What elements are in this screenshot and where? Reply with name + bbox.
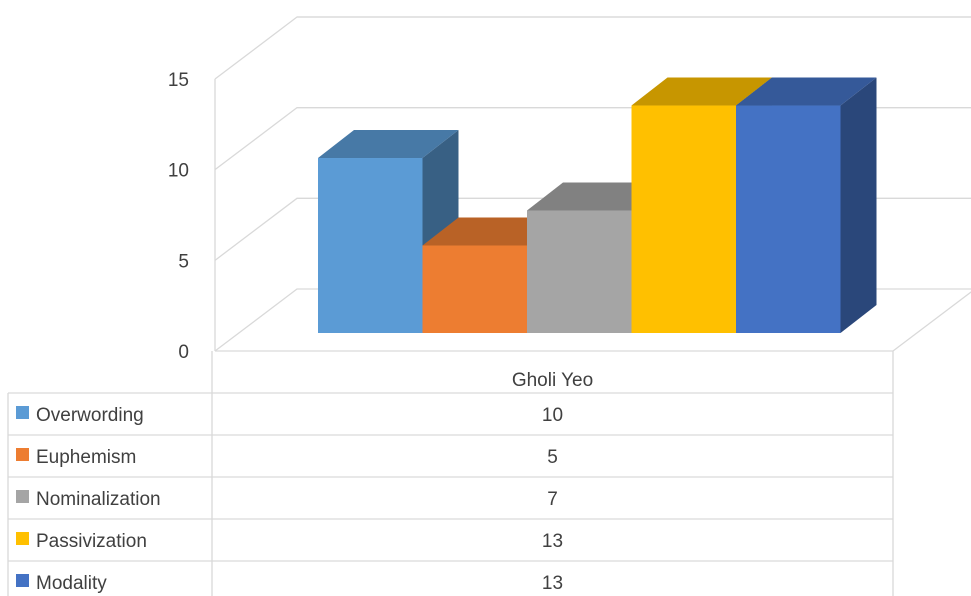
y-axis-ticks: 0 5 10 15 xyxy=(168,70,189,363)
bar-top xyxy=(736,77,877,106)
bars xyxy=(318,77,877,333)
category-label: Gholi Yeo xyxy=(512,370,593,391)
bar-front xyxy=(422,245,527,333)
legend-label: Passivization xyxy=(36,531,147,552)
bar-front xyxy=(631,105,736,333)
legend-key xyxy=(16,574,29,587)
bar-modality xyxy=(736,77,877,333)
y-tick-label: 0 xyxy=(178,342,189,363)
bar-front xyxy=(527,210,632,333)
y-tick-label: 15 xyxy=(168,70,189,91)
legend-key xyxy=(16,490,29,503)
legend-key xyxy=(16,448,29,461)
table-value: 13 xyxy=(542,531,563,552)
legend-label: Euphemism xyxy=(36,447,136,468)
bar-top xyxy=(631,77,772,106)
table-value: 13 xyxy=(542,573,563,594)
legend-key xyxy=(16,532,29,545)
legend-label: Modality xyxy=(36,573,107,594)
legend-label: Overwording xyxy=(36,405,144,426)
legend-key xyxy=(16,406,29,419)
table-value: 5 xyxy=(547,447,558,468)
y-tick-label: 10 xyxy=(168,161,189,182)
data-table: Gholi Yeo Overwording 10 Euphemism 5 Nominali… xyxy=(7,351,894,596)
gridline xyxy=(214,16,971,80)
bar-front xyxy=(318,158,423,333)
table-value: 7 xyxy=(547,489,558,510)
bar-front xyxy=(736,105,841,333)
legend-label: Nominalization xyxy=(36,489,161,510)
bar-side xyxy=(840,77,877,333)
y-tick-label: 5 xyxy=(178,251,189,272)
bar-top xyxy=(318,130,459,159)
table-value: 10 xyxy=(542,405,563,426)
